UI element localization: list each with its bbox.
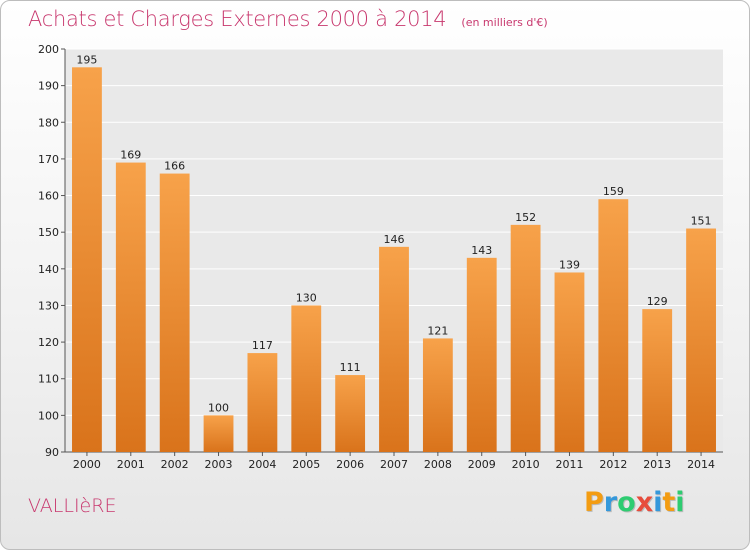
bar — [466, 257, 497, 452]
bar — [291, 305, 322, 452]
bar — [379, 246, 409, 452]
y-tick-label: 130 — [38, 299, 59, 312]
data-label: 146 — [384, 233, 405, 246]
x-tick-label: 2006 — [336, 458, 364, 471]
chart-title-unit: (en milliers d'€) — [461, 16, 548, 29]
commune-name: VALLIèRE — [28, 495, 117, 517]
x-tick-label: 2013 — [643, 458, 671, 471]
y-tick-label: 160 — [38, 190, 59, 203]
chart-title: Achats et Charges Externes 2000 à 2014 (… — [28, 7, 548, 31]
y-tick-label: 100 — [38, 409, 59, 422]
data-label: 143 — [471, 244, 492, 257]
logo-letter: i — [675, 487, 685, 518]
x-tick-label: 2001 — [117, 458, 145, 471]
bar — [247, 353, 278, 452]
y-tick-label: 190 — [38, 80, 59, 93]
proxiti-logo: Proxiti — [584, 487, 685, 518]
chart-title-main: Achats et Charges Externes 2000 à 2014 — [28, 7, 447, 31]
y-tick-label: 180 — [38, 116, 59, 129]
bar — [642, 309, 673, 452]
bar — [598, 199, 629, 452]
data-label: 129 — [647, 295, 668, 308]
y-tick-label: 120 — [38, 336, 59, 349]
data-label: 111 — [340, 361, 361, 374]
logo-letter: x — [635, 487, 654, 518]
logo-letter: r — [603, 487, 618, 518]
logo-letter: t — [662, 487, 676, 518]
bar — [686, 228, 716, 452]
data-label: 121 — [427, 324, 448, 337]
x-tick-label: 2009 — [468, 458, 496, 471]
data-label: 152 — [515, 211, 536, 224]
data-label: 130 — [296, 291, 317, 304]
x-tick-label: 2000 — [73, 458, 101, 471]
bar — [72, 67, 102, 453]
data-label: 117 — [252, 339, 273, 352]
bar — [422, 338, 453, 452]
x-tick-label: 2007 — [380, 458, 408, 471]
y-tick-label: 150 — [38, 226, 59, 239]
x-tick-label: 2008 — [424, 458, 452, 471]
data-label: 166 — [164, 160, 185, 173]
bar — [335, 375, 366, 452]
data-label: 159 — [603, 185, 624, 198]
data-label: 195 — [76, 53, 97, 66]
y-tick-label: 90 — [45, 446, 59, 459]
data-label: 169 — [120, 149, 141, 162]
x-tick-label: 2011 — [555, 458, 583, 471]
y-tick-label: 140 — [38, 263, 59, 276]
data-label: 100 — [208, 401, 229, 414]
bar — [115, 162, 146, 452]
x-tick-label: 2012 — [599, 458, 627, 471]
x-tick-label: 2014 — [687, 458, 715, 471]
y-tick-label: 200 — [38, 43, 59, 56]
bar — [203, 415, 234, 452]
data-label: 151 — [691, 215, 712, 228]
bar — [159, 173, 190, 452]
bar — [554, 272, 585, 452]
bar — [510, 224, 541, 452]
logo-letter: P — [584, 487, 604, 518]
data-label: 139 — [559, 258, 580, 271]
x-tick-label: 2003 — [205, 458, 233, 471]
y-tick-label: 170 — [38, 153, 59, 166]
x-tick-label: 2002 — [161, 458, 189, 471]
logo-letter: o — [617, 487, 636, 518]
y-tick-label: 110 — [38, 373, 59, 386]
x-tick-label: 2010 — [512, 458, 540, 471]
x-tick-label: 2004 — [248, 458, 276, 471]
logo-letter: i — [653, 487, 663, 518]
x-tick-label: 2005 — [292, 458, 320, 471]
